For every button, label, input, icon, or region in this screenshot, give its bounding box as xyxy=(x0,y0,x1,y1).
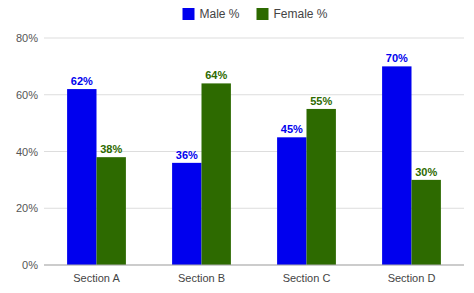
bar xyxy=(67,89,96,265)
bar xyxy=(412,180,441,265)
bar xyxy=(202,83,231,265)
data-label: 70% xyxy=(386,52,408,64)
legend-label: Male % xyxy=(200,7,240,21)
grid-line xyxy=(44,265,464,266)
data-labels: 62% 36% 45% 70% 38% 64% 55% 30% xyxy=(71,52,438,178)
bar xyxy=(382,66,411,265)
data-label: 38% xyxy=(100,143,122,155)
x-tick-label: Section D xyxy=(388,272,436,284)
legend: Male % Female % xyxy=(183,7,328,21)
data-label: 62% xyxy=(71,75,93,87)
y-tick-label: 60% xyxy=(16,89,38,101)
x-tick-label: Section C xyxy=(283,272,331,284)
legend-swatch xyxy=(183,8,195,20)
bar xyxy=(277,137,306,265)
legend-swatch xyxy=(257,8,269,20)
data-label: 30% xyxy=(415,166,437,178)
x-tick-label: Section B xyxy=(178,272,225,284)
bar xyxy=(307,109,336,265)
x-tick-label: Section A xyxy=(73,272,120,284)
data-label: 64% xyxy=(205,69,227,81)
y-tick-label: 0% xyxy=(22,259,38,271)
legend-label: Female % xyxy=(274,7,328,21)
y-tick-label: 80% xyxy=(16,32,38,44)
bar xyxy=(172,163,201,265)
y-tick-label: 20% xyxy=(16,202,38,214)
data-label: 36% xyxy=(176,149,198,161)
y-tick-label: 40% xyxy=(16,146,38,158)
grid xyxy=(44,38,464,265)
data-label: 55% xyxy=(310,95,332,107)
chart-container: 0% 20% 40% 60% 80% 62% 36% 45% 70% 38% 64% 55% 30% Se… xyxy=(0,0,474,293)
grid-line xyxy=(44,38,464,39)
x-axis-line xyxy=(44,265,464,266)
data-label: 45% xyxy=(281,123,303,135)
bar xyxy=(97,157,126,265)
chart: 0% 20% 40% 60% 80% 62% 36% 45% 70% 38% 64% 55% 30% Se… xyxy=(0,0,474,293)
bars xyxy=(67,66,441,265)
